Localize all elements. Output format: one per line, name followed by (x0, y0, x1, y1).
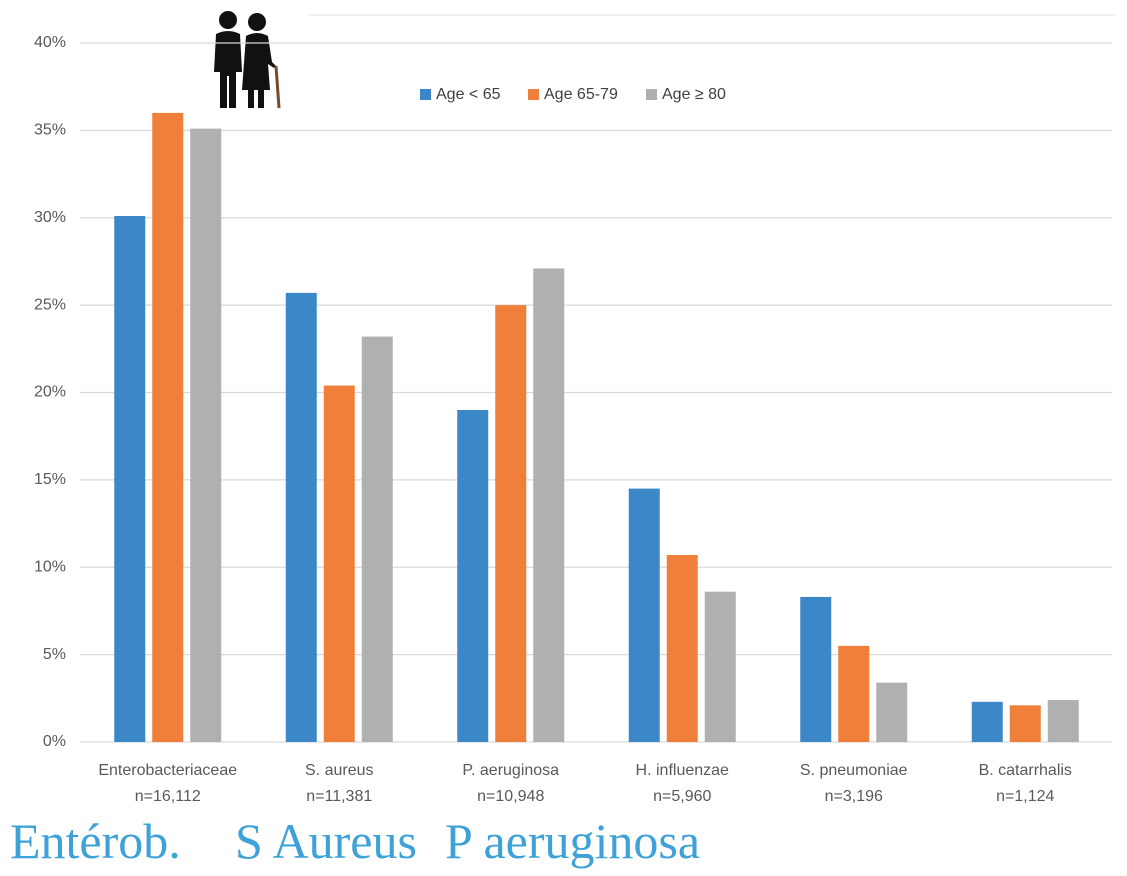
x-tick-sublabel: n=3,196 (825, 788, 883, 805)
bar (666, 555, 698, 742)
y-tick-label: 20% (34, 384, 66, 401)
x-tick-sublabel: n=10,948 (477, 788, 544, 805)
bar (190, 128, 222, 742)
bar (533, 268, 565, 742)
annotation: P aeruginosa (445, 813, 700, 869)
bar (285, 292, 317, 742)
y-tick-label: 15% (34, 471, 66, 488)
bar (876, 682, 908, 742)
x-tick-label: Enterobacteriaceae (98, 762, 237, 779)
bar (800, 596, 832, 742)
x-tick-label: H. influenzae (636, 762, 729, 779)
bar (971, 701, 1003, 742)
legend-swatch (646, 89, 657, 100)
legend-swatch (420, 89, 431, 100)
y-tick-label: 40% (34, 34, 66, 51)
bar (495, 305, 527, 742)
x-tick-sublabel: n=1,124 (996, 788, 1054, 805)
elderly-icon (187, 0, 308, 118)
bar (114, 216, 146, 742)
x-tick-label: B. catarrhalis (979, 762, 1072, 779)
bar (838, 645, 870, 742)
bar (704, 591, 736, 742)
bar (152, 112, 184, 742)
bar (1009, 705, 1041, 742)
y-tick-label: 25% (34, 296, 66, 313)
bar (628, 488, 660, 742)
y-tick-label: 30% (34, 209, 66, 226)
legend-swatch (528, 89, 539, 100)
y-tick-label: 35% (34, 122, 66, 139)
y-tick-label: 0% (43, 733, 66, 750)
x-tick-sublabel: n=11,381 (306, 788, 372, 805)
bar (1047, 700, 1079, 742)
annotation: Entérob. (10, 813, 181, 869)
bar (361, 336, 393, 742)
legend-label: Age ≥ 80 (662, 86, 726, 103)
x-tick-label: S. aureus (305, 762, 373, 779)
x-tick-label: S. pneumoniae (800, 762, 908, 779)
legend-label: Age < 65 (436, 86, 501, 103)
bar (457, 409, 489, 742)
bar (323, 385, 355, 742)
x-tick-sublabel: n=5,960 (653, 788, 711, 805)
y-tick-label: 10% (34, 558, 66, 575)
annotation: S Aureus (235, 813, 417, 869)
legend-label: Age 65-79 (544, 86, 618, 103)
x-tick-sublabel: n=16,112 (135, 788, 201, 805)
y-tick-label: 5% (43, 646, 66, 663)
x-tick-label: P. aeruginosa (462, 762, 559, 779)
